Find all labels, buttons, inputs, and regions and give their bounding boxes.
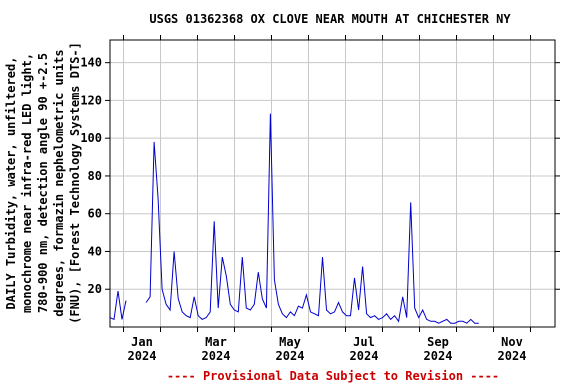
y-tick-label: 100	[80, 131, 102, 145]
plot-frame	[109, 39, 556, 328]
x-tick-label: Mar	[205, 335, 227, 349]
y-tick-label: 20	[88, 282, 102, 296]
y-tick-label: 140	[80, 56, 102, 70]
data-line	[109, 113, 479, 324]
x-tick-year: 2024	[202, 349, 231, 363]
y-tick-label: 120	[80, 93, 102, 107]
y-tick-label: 40	[88, 244, 102, 258]
footer-note: ---- Provisional Data Subject to Revisio…	[167, 369, 499, 383]
x-tick-label: May	[279, 335, 301, 349]
y-axis-label: (FNU), [Forest Technology Systems DTS-]	[68, 42, 82, 324]
y-axis-label: 780-900 nm, detection angle 90 +-2.5	[36, 53, 50, 313]
x-tick-label: Nov	[501, 335, 523, 349]
y-axis-label: monochrome near infra-red LED light,	[20, 53, 34, 313]
x-tick-year: 2024	[276, 349, 305, 363]
x-tick-label: Sep	[427, 335, 449, 349]
y-axis-label: DAILY Turbidity, water, unfiltered,	[4, 57, 18, 310]
x-tick-label: Jan	[131, 335, 153, 349]
y-tick-label: 80	[88, 169, 102, 183]
x-tick-year: 2024	[498, 349, 527, 363]
x-tick-year: 2024	[424, 349, 453, 363]
x-tick-year: 2024	[128, 349, 157, 363]
x-tick-label: Jul	[353, 335, 375, 349]
x-tick-year: 2024	[350, 349, 379, 363]
y-axis-label: degrees, formazin nephelometric units	[52, 49, 66, 316]
y-tick-label: 60	[88, 207, 102, 221]
chart-title: USGS 01362368 OX CLOVE NEAR MOUTH AT CHI…	[149, 12, 511, 26]
